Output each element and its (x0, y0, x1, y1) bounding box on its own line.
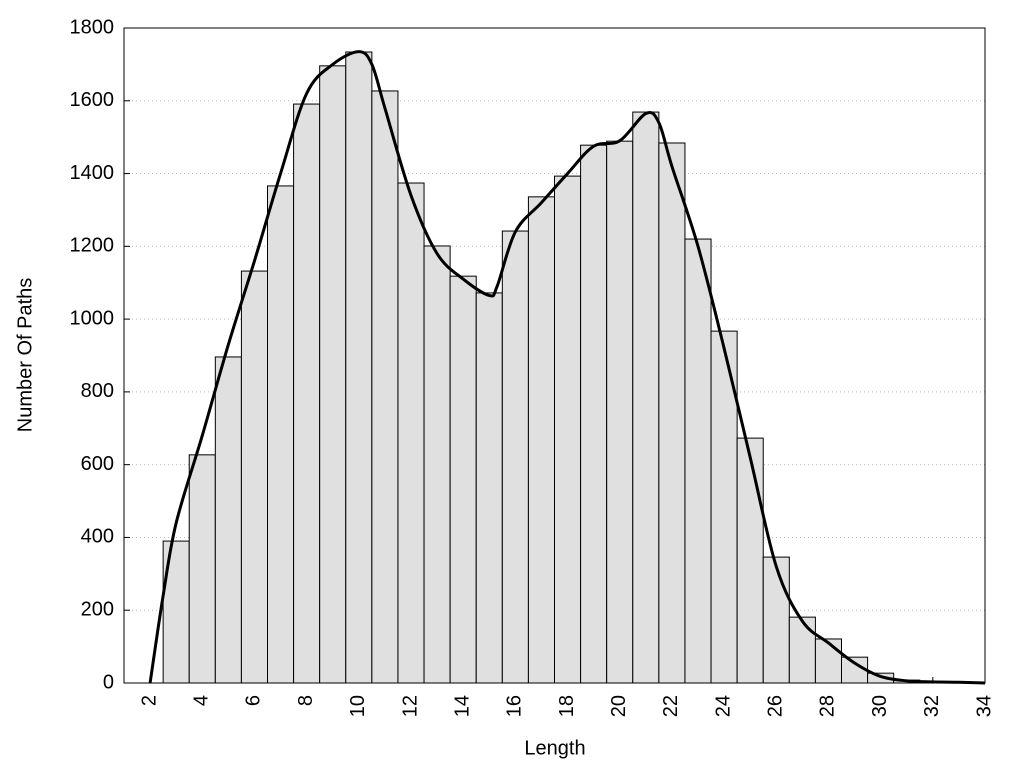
y-tick-label: 1200 (70, 235, 115, 257)
x-tick-label: 20 (608, 695, 630, 717)
y-tick-label: 800 (81, 380, 114, 402)
x-tick-label: 22 (660, 695, 682, 717)
y-tick-label: 200 (81, 599, 114, 621)
bar (527, 196, 556, 684)
bar (397, 182, 425, 684)
bar (788, 616, 816, 684)
x-tick-label: 8 (295, 695, 317, 706)
y-tick-label: 400 (81, 526, 114, 548)
y-tick-label: 1000 (70, 307, 115, 329)
y-tick-label: 600 (81, 453, 114, 475)
x-tick-label: 10 (347, 695, 369, 717)
bar (606, 140, 634, 684)
x-tick-label: 4 (191, 695, 213, 706)
bar (371, 90, 399, 684)
bar (319, 65, 347, 684)
bar (580, 144, 608, 684)
density-line (148, 50, 986, 685)
bar (214, 356, 242, 684)
bar (267, 185, 295, 684)
bar (554, 175, 582, 684)
bar (632, 111, 660, 684)
y-tick-label: 1800 (70, 16, 115, 38)
bar (736, 437, 764, 684)
y-tick-label: 1600 (70, 89, 115, 111)
bar (449, 275, 477, 684)
x-tick-label: 6 (243, 695, 265, 706)
x-tick-label: 32 (921, 695, 943, 717)
bar (684, 238, 712, 684)
plot-frame (123, 27, 986, 684)
bar (814, 638, 843, 684)
bar (240, 270, 268, 684)
x-tick-label: 16 (504, 695, 526, 717)
x-tick-label: 26 (765, 695, 787, 717)
y-axis-label: Number Of Paths (14, 278, 36, 433)
x-tick-label: 28 (817, 695, 839, 717)
y-tick-label: 1400 (70, 162, 115, 184)
x-tick-label: 18 (556, 695, 578, 717)
bar (501, 230, 529, 684)
x-tick-label: 24 (712, 695, 734, 717)
x-tick-label: 12 (399, 695, 421, 717)
bar (423, 245, 451, 684)
bar (475, 292, 503, 684)
bar (762, 556, 790, 684)
bar (188, 454, 216, 684)
bar (345, 51, 373, 684)
x-tick-label: 34 (973, 695, 995, 717)
x-tick-label: 30 (869, 695, 891, 717)
bar (293, 103, 321, 684)
x-axis-label: Length (524, 737, 585, 759)
bar (658, 142, 686, 684)
x-tick-label: 2 (138, 695, 160, 706)
x-tick-label: 14 (451, 695, 473, 717)
y-tick-label: 0 (103, 671, 114, 693)
